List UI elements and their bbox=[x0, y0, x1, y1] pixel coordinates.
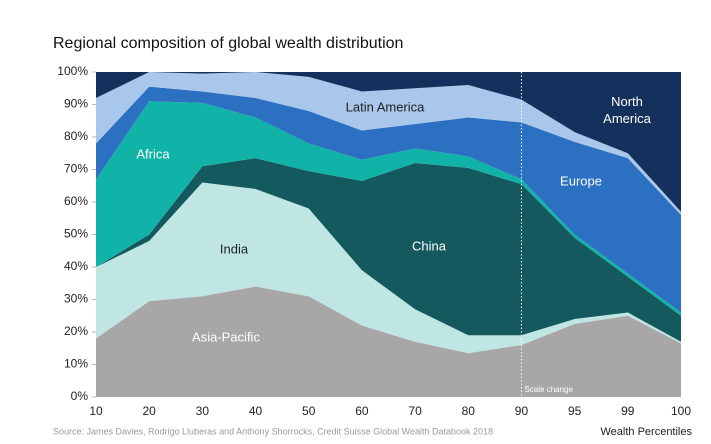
x-tick-label: 95 bbox=[568, 404, 582, 418]
series-label: China bbox=[412, 238, 446, 254]
series-label: Europe bbox=[560, 173, 602, 189]
y-tick-label: 80% bbox=[64, 129, 88, 143]
series-label: Asia-Pacific bbox=[192, 329, 260, 345]
area bbox=[96, 286, 681, 397]
chart-title: Regional composition of global wealth di… bbox=[53, 35, 403, 52]
series-label: North America bbox=[603, 94, 651, 126]
area bbox=[96, 101, 681, 316]
x-tick-label: 50 bbox=[302, 404, 316, 418]
y-tick-label: 50% bbox=[64, 227, 88, 241]
y-tick-label: 90% bbox=[64, 97, 88, 111]
y-tick-label: 100% bbox=[57, 64, 88, 78]
x-tick-label: 60 bbox=[355, 404, 369, 418]
source: Source: James Davies, Rodrigo Lluberas a… bbox=[53, 426, 493, 436]
x-tick-label: 70 bbox=[408, 404, 422, 418]
series-label: Africa bbox=[136, 146, 170, 162]
x-tick-label: 10 bbox=[89, 404, 103, 418]
x-tick-label: 30 bbox=[196, 404, 210, 418]
series-label: Latin America bbox=[345, 99, 425, 115]
x-axis-label: Wealth Percentiles bbox=[600, 426, 692, 438]
area bbox=[96, 72, 681, 212]
y-tick-label: 70% bbox=[64, 162, 88, 176]
series-label: India bbox=[219, 241, 249, 257]
y-tick-label: 30% bbox=[64, 292, 88, 306]
area bbox=[96, 182, 681, 354]
area bbox=[96, 86, 681, 313]
y-tick-label: 40% bbox=[64, 259, 88, 273]
y-tick-label: 10% bbox=[64, 357, 88, 371]
x-tick-label: 40 bbox=[249, 404, 263, 418]
area bbox=[96, 72, 681, 215]
x-tick-label: 20 bbox=[143, 404, 157, 418]
x-tick-label: 100 bbox=[671, 404, 691, 418]
x-tick-label: 80 bbox=[462, 404, 476, 418]
x-tick-label: 90 bbox=[515, 404, 529, 418]
y-tick-label: 20% bbox=[64, 324, 88, 338]
y-tick-label: 0% bbox=[71, 389, 89, 403]
area bbox=[96, 158, 681, 342]
x-tick-label: 99 bbox=[621, 404, 635, 418]
annotation: Scale change bbox=[524, 385, 573, 394]
y-tick-label: 60% bbox=[64, 194, 88, 208]
